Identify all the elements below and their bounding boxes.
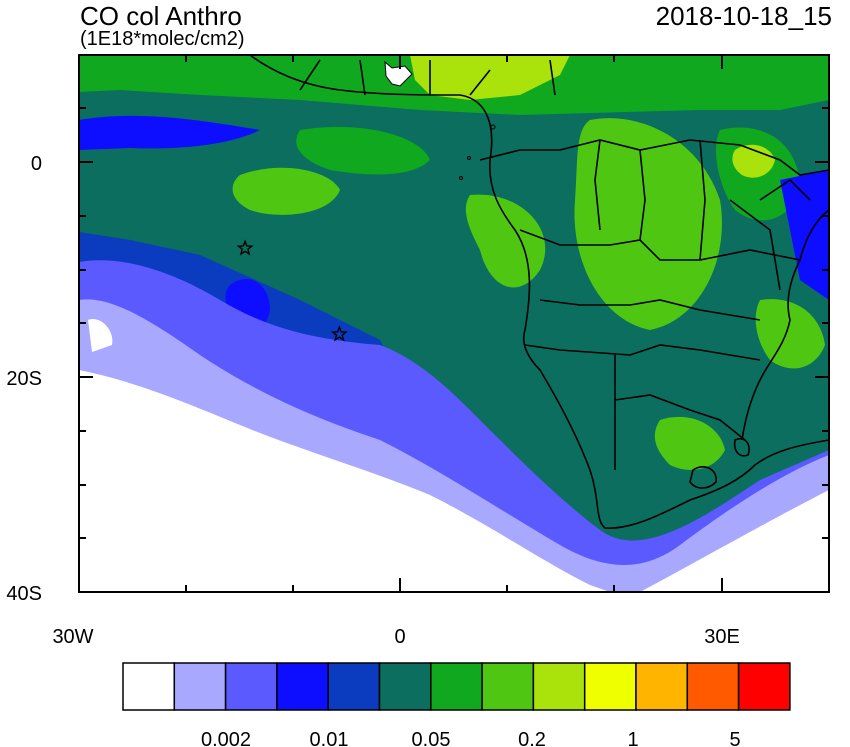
field-green-blob-5: [296, 126, 430, 175]
plot-title: CO col Anthro: [80, 1, 242, 31]
colorbar-box: [173, 662, 227, 711]
colorbar-box: [224, 662, 278, 711]
colorbar-label: 0.002: [201, 729, 251, 747]
colorbar-label: 0.2: [518, 729, 546, 747]
star-marker: [236, 239, 254, 256]
field-white-east: [640, 490, 829, 592]
colorbar-label: 1: [627, 729, 638, 747]
lat-label-40s: 40S: [6, 583, 42, 605]
field-green-mozambique: [755, 299, 825, 369]
field-yellow-green-2: [732, 144, 775, 178]
lat-label-0: 0: [31, 153, 42, 175]
field-white-patch: [88, 319, 113, 352]
datetime-label: 2018-10-18_15: [655, 1, 832, 31]
island: [490, 124, 496, 130]
colorbar-box: [327, 662, 381, 711]
field-teal-south: [520, 348, 773, 520]
colorbar-labels: 0.002 0.01 0.05 0.2 1 5: [201, 729, 741, 747]
field-green-blob-2: [465, 194, 546, 288]
colorbar-box: [686, 662, 740, 711]
lon-label-30e: 30E: [704, 626, 740, 648]
field-green-blob-3: [574, 118, 722, 330]
island: [467, 156, 471, 160]
field-white: [79, 370, 610, 592]
colorbar-box: [430, 662, 483, 711]
colorbar-label: 5: [729, 729, 740, 747]
colorbar: [122, 662, 791, 711]
field-green-blob-1: [232, 167, 340, 215]
lat-label-20s: 20S: [6, 368, 42, 390]
lake-volta: [384, 60, 413, 87]
co-field: [79, 55, 829, 592]
star-marker: [330, 325, 348, 342]
colorbar-box: [532, 662, 586, 711]
units-label: (1E18*molec/cm2): [80, 28, 245, 50]
colorbar-label: 0.05: [412, 729, 451, 747]
colorbar-box: [635, 662, 689, 711]
lon-label-30w: 30W: [52, 626, 93, 648]
colorbar-box: [276, 662, 329, 711]
field-blue-east: [780, 170, 829, 300]
markers-layer: [236, 239, 348, 342]
colorbar-box: [122, 662, 176, 711]
field-blue-north: [79, 115, 260, 150]
colorbar-box: [481, 662, 535, 711]
colorbar-box: [583, 662, 637, 711]
coastlines: [249, 55, 829, 529]
axis-ticks: [78, 54, 830, 593]
colorbar-label: 0.01: [310, 729, 349, 747]
field-yellow-green: [410, 55, 570, 100]
lon-label-0: 0: [394, 626, 405, 648]
colorbar-box: [737, 662, 791, 711]
field-green-south: [654, 416, 725, 470]
colorbar-box: [378, 662, 432, 711]
island: [459, 176, 463, 180]
